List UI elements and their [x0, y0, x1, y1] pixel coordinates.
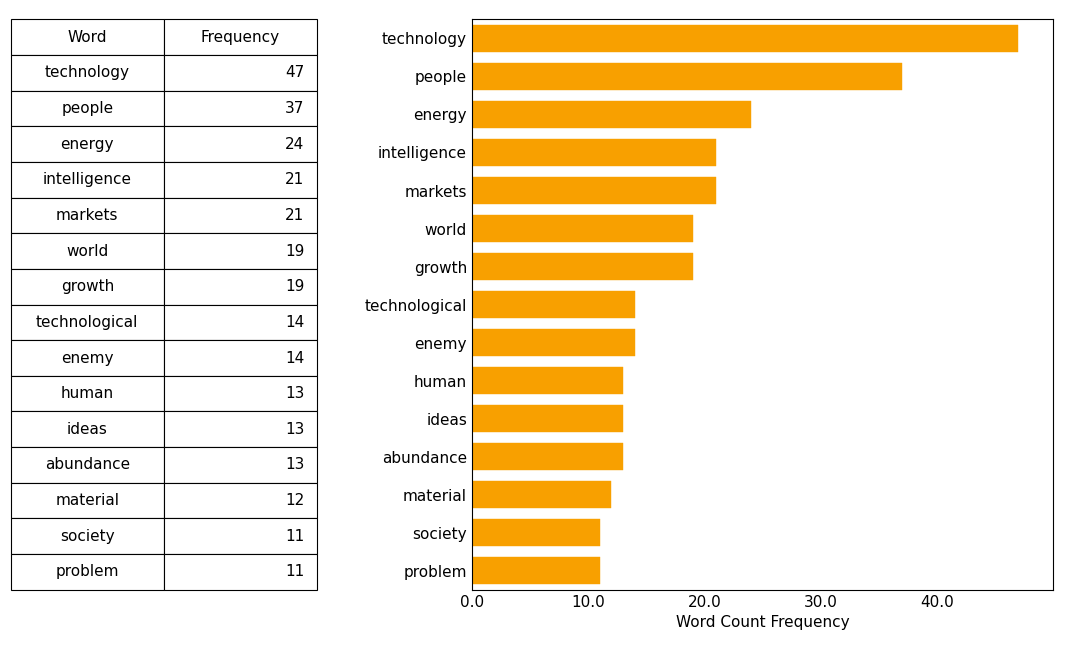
Bar — [472, 63, 902, 90]
Bar — [472, 519, 599, 546]
Bar — [472, 215, 692, 242]
Bar — [472, 367, 623, 394]
Bar — [472, 291, 635, 318]
Bar — [472, 25, 1018, 52]
Bar — [472, 101, 751, 128]
Bar — [472, 557, 599, 584]
Bar — [472, 177, 716, 204]
Bar — [472, 139, 716, 166]
X-axis label: Word Count Frequency: Word Count Frequency — [676, 615, 849, 630]
Bar — [472, 405, 623, 432]
Bar — [472, 253, 692, 280]
Bar — [472, 329, 635, 356]
Bar — [472, 443, 623, 470]
Bar — [472, 481, 611, 508]
